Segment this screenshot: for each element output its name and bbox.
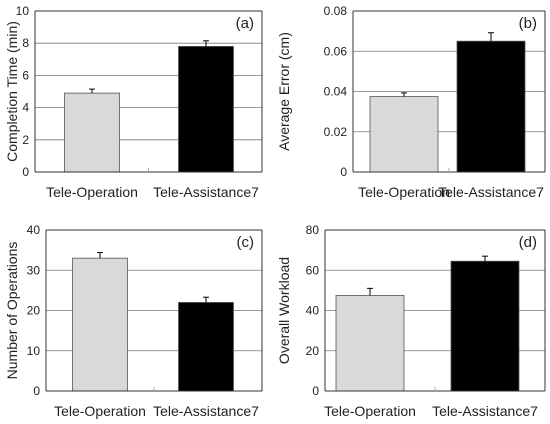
panel-d-category-label: Tele-Assistance7: [432, 403, 538, 419]
panel-b-category-label: Tele-Operation: [358, 184, 450, 200]
panel-c-label: (c): [237, 234, 255, 251]
panel-b-label: (b): [519, 15, 537, 32]
panel-a-y-axis-label: Completion Time (min): [4, 21, 20, 162]
panel-d-y-tick-label: 0: [312, 384, 319, 398]
panel-a-y-tick-label: 4: [22, 101, 29, 115]
panel-b-category-label: Tele-Assistance7: [438, 184, 544, 200]
panel-b-y-tick-label: 0.08: [324, 4, 348, 18]
panel-c-bar-tele-assistance: [178, 302, 234, 392]
panel-a-category-label: Tele-Assistance7: [153, 184, 259, 200]
panel-a-y-tick-label: 6: [22, 68, 29, 82]
panel-b-bar-tele-operation: [369, 96, 439, 173]
panel-c-y-tick-label: 10: [27, 344, 41, 358]
panel-d-label: (d): [519, 234, 537, 251]
panel-a-y-tick-label: 2: [22, 133, 29, 147]
panel-a-y-tick-label: 10: [16, 4, 30, 18]
panel-d-y-axis-label: Overall Workload: [276, 257, 292, 364]
panel-a-bar-tele-assistance: [178, 46, 234, 173]
panel-d-category-label: Tele-Operation: [324, 403, 416, 419]
panel-d-y-tick-label: 20: [306, 344, 320, 358]
panel-a-y-tick-label: 8: [22, 36, 29, 50]
panel-b-bar-tele-assistance: [456, 40, 526, 173]
panel-c-y-tick-label: 20: [27, 304, 41, 318]
panel-a-bar-tele-operation: [64, 92, 120, 173]
panel-c-bar-tele-operation: [72, 257, 128, 392]
panel-b-y-tick-label: 0: [340, 165, 347, 179]
panel-c-category-label: Tele-Operation: [54, 403, 146, 419]
panel-c-y-tick-label: 0: [33, 384, 40, 398]
panel-a-label: (a): [236, 15, 254, 32]
panel-b-y-tick-label: 0.02: [324, 125, 348, 139]
panel-c-y-axis-label: Number of Operations: [4, 242, 20, 380]
panel-d-y-tick-label: 60: [306, 263, 320, 277]
panel-d-y-tick-label: 40: [306, 304, 320, 318]
panel-c-category-label: Tele-Assistance7: [153, 403, 259, 419]
panel-c-y-tick-label: 40: [27, 223, 41, 237]
panel-d-bar-tele-assistance: [450, 260, 520, 392]
panel-c-y-tick-label: 30: [27, 263, 41, 277]
panel-a-y-tick-label: 0: [22, 165, 29, 179]
panel-d-y-tick-label: 80: [306, 223, 320, 237]
panel-a-category-label: Tele-Operation: [46, 184, 138, 200]
panel-b-y-tick-label: 0.06: [324, 44, 348, 58]
panel-b-y-axis-label: Average Error (cm): [276, 32, 292, 151]
panel-b-y-tick-label: 0.04: [324, 85, 348, 99]
panel-d-bar-tele-operation: [335, 295, 405, 392]
